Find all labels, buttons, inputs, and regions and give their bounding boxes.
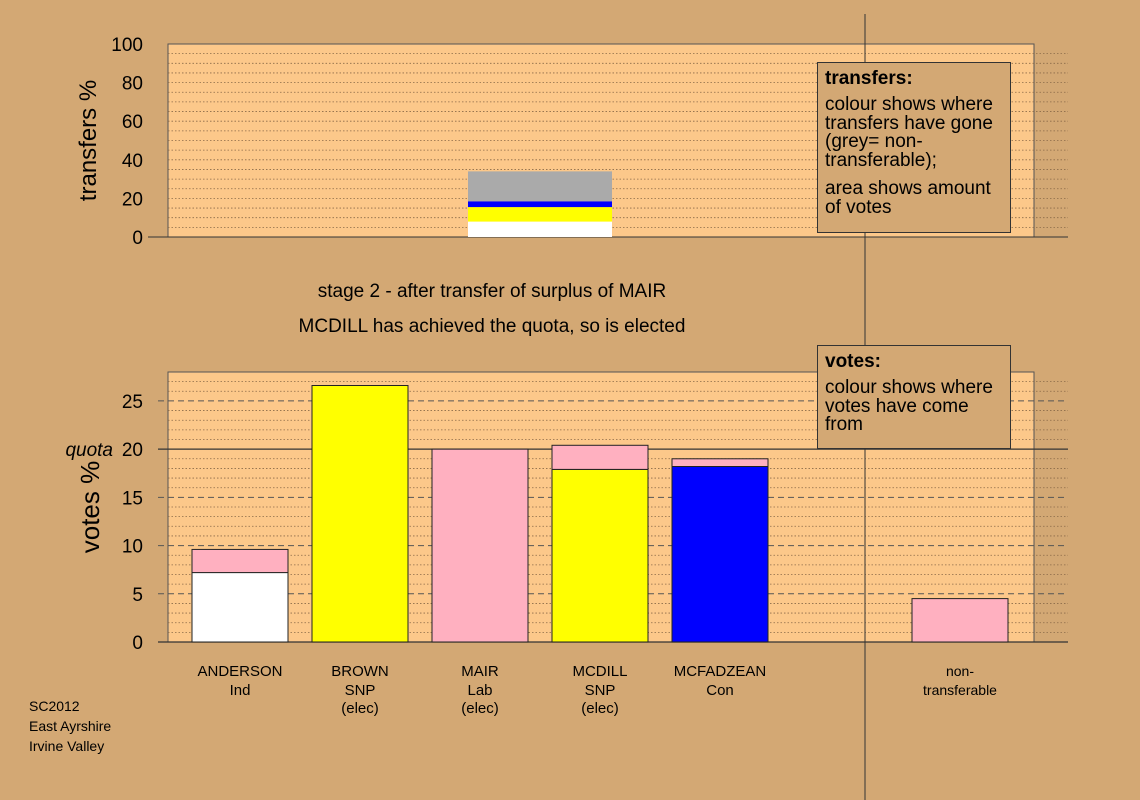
votes-y-tick-label: 0 [132,633,143,654]
candidate-name-label: BROWN [331,663,389,680]
transfers-y-tick-label: 40 [122,151,143,172]
transfer-segment [468,221,612,237]
vote-bar-segment [191,572,289,643]
votes-legend: votes: colour shows where votes have com… [817,345,1011,449]
transfers-y-tick-label: 60 [122,112,143,133]
footer-council: East Ayrshire [29,718,112,734]
candidate-elected-label: (elec) [341,700,379,717]
transfers-y-tick-label: 100 [111,35,143,56]
vote-bar-segment [551,468,649,643]
transfers-y-axis-label: transfers % [75,80,102,201]
transfers-legend-body: colour shows where transfers have gone (… [825,94,993,171]
candidate-party-label: Con [706,682,734,699]
vote-bar-segment [311,385,409,643]
votes-y-tick-label: 20 [122,440,143,461]
votes-y-tick-label: 15 [122,488,143,509]
votes-y-tick-label: 25 [122,392,143,413]
candidate-name-label: MAIR [461,663,499,680]
footer: SC2012 East Ayrshire Irvine Valley [29,696,111,756]
candidate-name-label: non- [946,663,974,679]
transfers-y-tick-label: 80 [122,74,143,95]
transfers-y-tick-label: 20 [122,189,143,210]
votes-y-axis-label: votes % [75,461,105,554]
transfers-legend-title: transfers: [825,68,913,89]
candidate-party-label: transferable [923,682,997,698]
vote-bar-segment [911,598,1009,643]
candidate-name-label: MCDILL [572,663,627,680]
transfer-segment [468,201,612,208]
stage-note: MCDILL has achieved the quota, so is ele… [299,316,686,337]
vote-bar-segment [191,548,289,574]
transfers-y-tick-label: 0 [132,228,143,249]
votes-y-tick-label: 5 [132,585,143,606]
footer-election: SC2012 [29,698,80,714]
candidate-party-label: Lab [467,682,492,699]
vote-bar-segment [431,448,529,643]
transfer-segment [468,171,612,202]
candidate-name-label: ANDERSON [197,663,282,680]
transfers-legend: transfers: colour shows where transfers … [817,62,1011,233]
candidate-party-label: Ind [230,682,251,699]
transfers-legend-area-note: area shows amount of votes [825,178,991,218]
quota-label: quota [65,440,113,461]
votes-legend-body: colour shows where votes have come from [825,377,993,435]
vote-bar-segment [671,458,769,467]
footer-ward: Irvine Valley [29,738,105,754]
candidate-elected-label: (elec) [581,700,619,717]
transfer-segment [468,207,612,222]
votes-y-tick-label: 10 [122,537,143,558]
vote-bar-segment [671,466,769,643]
stage-title: stage 2 - after transfer of surplus of M… [318,281,666,302]
candidate-elected-label: (elec) [461,700,499,717]
candidate-party-label: SNP [345,682,376,699]
candidate-name-label: MCFADZEAN [674,663,767,680]
vote-bar-segment [551,444,649,470]
votes-legend-title: votes: [825,351,881,372]
candidate-party-label: SNP [585,682,616,699]
